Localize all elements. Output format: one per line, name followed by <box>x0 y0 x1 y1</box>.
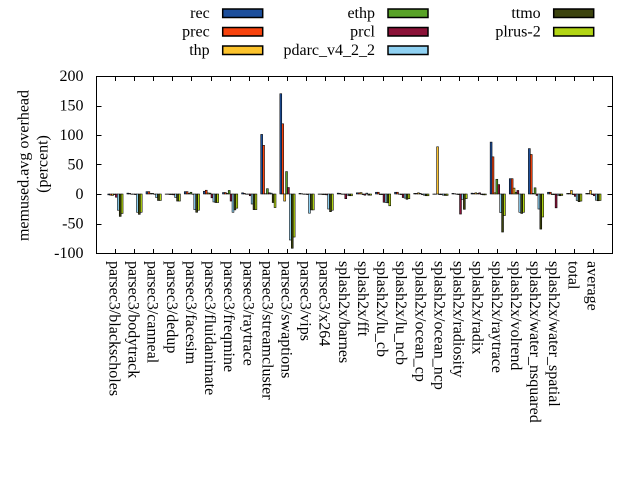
svg-text:prcl: prcl <box>350 24 375 41</box>
svg-text:parsec3/facesim: parsec3/facesim <box>182 261 199 365</box>
svg-text:(percent): (percent) <box>34 135 51 193</box>
svg-text:splash2x/ocean_cp: splash2x/ocean_cp <box>411 261 428 382</box>
svg-text:splash2x/raytrace: splash2x/raytrace <box>488 261 505 373</box>
svg-text:splash2x/lu_ncb: splash2x/lu_ncb <box>392 261 409 365</box>
svg-text:prec: prec <box>182 24 210 41</box>
svg-text:average: average <box>583 261 600 311</box>
svg-text:0: 0 <box>76 186 84 203</box>
svg-text:total: total <box>564 261 581 290</box>
svg-text:splash2x/barnes: splash2x/barnes <box>335 261 352 363</box>
svg-text:ttmo: ttmo <box>511 5 540 22</box>
svg-text:parsec3/streamcluster: parsec3/streamcluster <box>258 261 275 400</box>
svg-text:-100: -100 <box>54 245 83 262</box>
svg-text:parsec3/raytrace: parsec3/raytrace <box>239 261 256 366</box>
svg-text:-50: -50 <box>62 216 83 233</box>
svg-text:parsec3/vips: parsec3/vips <box>297 261 314 341</box>
svg-text:parsec3/swaptions: parsec3/swaptions <box>277 261 294 378</box>
svg-text:splash2x/fft: splash2x/fft <box>354 261 371 337</box>
svg-text:parsec3/blackscholes: parsec3/blackscholes <box>105 261 122 396</box>
svg-text:rec: rec <box>190 5 210 22</box>
svg-text:splash2x/water_spatial: splash2x/water_spatial <box>545 261 562 407</box>
svg-text:thp: thp <box>189 42 209 59</box>
svg-text:splash2x/radiosity: splash2x/radiosity <box>450 261 467 377</box>
svg-text:splash2x/ocean_ncp: splash2x/ocean_ncp <box>430 261 447 390</box>
svg-text:parsec3/dedup: parsec3/dedup <box>163 261 180 353</box>
svg-text:150: 150 <box>60 98 84 115</box>
svg-text:splash2x/water_nsquared: splash2x/water_nsquared <box>526 261 543 423</box>
svg-text:splash2x/radix: splash2x/radix <box>469 261 486 354</box>
svg-text:ethp: ethp <box>347 5 375 22</box>
svg-text:memused.avg overhead: memused.avg overhead <box>15 90 32 241</box>
svg-text:parsec3/canneal: parsec3/canneal <box>144 261 161 364</box>
svg-text:50: 50 <box>68 157 84 174</box>
svg-text:pdarc_v4_2_2: pdarc_v4_2_2 <box>283 42 375 59</box>
svg-text:splash2x/lu_cb: splash2x/lu_cb <box>373 261 390 357</box>
svg-text:parsec3/x264: parsec3/x264 <box>316 261 333 346</box>
svg-text:200: 200 <box>60 68 84 85</box>
svg-text:parsec3/freqmine: parsec3/freqmine <box>220 261 237 372</box>
svg-text:100: 100 <box>60 127 84 144</box>
svg-text:parsec3/fluidanimate: parsec3/fluidanimate <box>201 261 218 395</box>
svg-text:parsec3/bodytrack: parsec3/bodytrack <box>125 261 142 378</box>
svg-text:plrus-2: plrus-2 <box>495 24 540 41</box>
svg-text:splash2x/volrend: splash2x/volrend <box>507 261 524 370</box>
